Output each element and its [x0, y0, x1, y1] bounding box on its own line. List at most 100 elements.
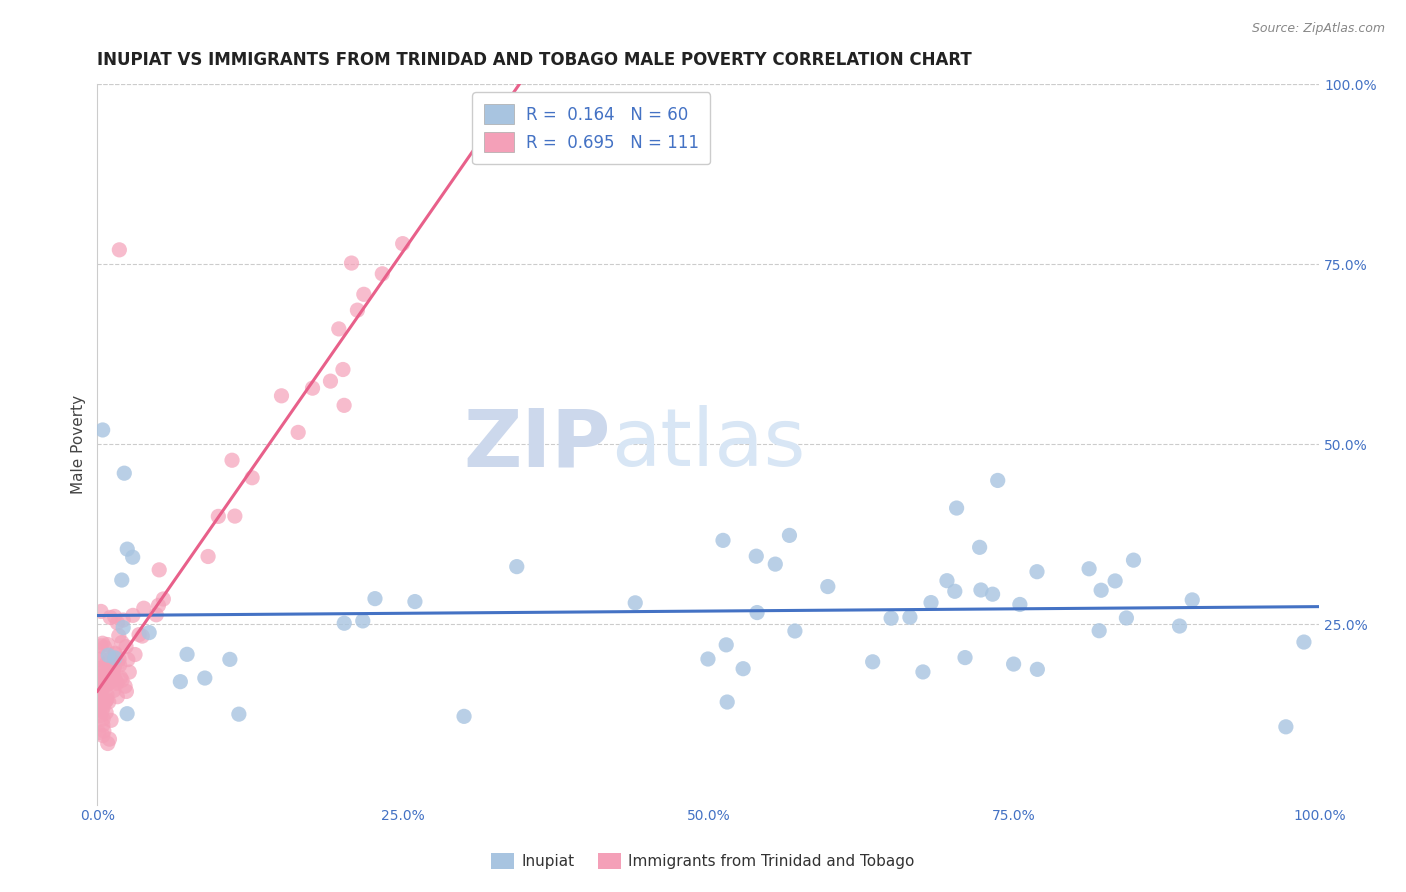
Point — [733, 662, 755, 676]
Point — [105, 615, 128, 630]
Point — [936, 574, 959, 588]
Point — [94, 675, 117, 690]
Point — [945, 501, 967, 516]
Point — [90, 698, 112, 712]
Point — [94, 694, 117, 708]
Point — [353, 287, 375, 301]
Point — [1078, 562, 1101, 576]
Point — [783, 624, 806, 638]
Point — [89, 694, 111, 708]
Point — [91, 729, 114, 743]
Point — [104, 657, 127, 672]
Point — [97, 677, 120, 691]
Point — [100, 669, 122, 683]
Point — [340, 256, 363, 270]
Point — [108, 243, 131, 257]
Point — [333, 616, 356, 631]
Point — [100, 714, 122, 728]
Point — [89, 661, 111, 675]
Point — [105, 657, 128, 671]
Point — [101, 673, 124, 688]
Point — [105, 690, 128, 704]
Point — [1115, 611, 1137, 625]
Point — [91, 712, 114, 726]
Point — [89, 667, 111, 681]
Point — [103, 661, 125, 675]
Point — [96, 688, 118, 702]
Y-axis label: Male Poverty: Male Poverty — [72, 395, 86, 494]
Point — [94, 694, 117, 708]
Point — [763, 557, 786, 571]
Point — [89, 708, 111, 723]
Point — [1008, 598, 1031, 612]
Point — [1026, 662, 1049, 676]
Point — [1292, 635, 1315, 649]
Point — [98, 610, 121, 624]
Point — [89, 695, 111, 709]
Point — [91, 636, 114, 650]
Point — [111, 573, 134, 587]
Point — [1090, 583, 1112, 598]
Point — [391, 236, 413, 251]
Point — [880, 611, 903, 625]
Point — [97, 665, 120, 679]
Point — [87, 687, 110, 701]
Point — [138, 625, 160, 640]
Point — [90, 651, 112, 665]
Point — [103, 683, 125, 698]
Point — [197, 549, 219, 564]
Point — [89, 684, 111, 698]
Point — [112, 613, 135, 627]
Point — [1181, 593, 1204, 607]
Point — [87, 674, 110, 689]
Point — [86, 681, 108, 696]
Legend: R =  0.164   N = 60, R =  0.695   N = 111: R = 0.164 N = 60, R = 0.695 N = 111 — [472, 93, 710, 164]
Point — [104, 651, 127, 665]
Point — [319, 374, 342, 388]
Point — [87, 701, 110, 715]
Point — [87, 725, 110, 739]
Point — [93, 640, 115, 654]
Point — [89, 670, 111, 684]
Point — [911, 665, 934, 679]
Point — [89, 685, 111, 699]
Point — [862, 655, 884, 669]
Point — [86, 652, 108, 666]
Point — [364, 591, 387, 606]
Point — [96, 657, 118, 671]
Point — [228, 707, 250, 722]
Point — [145, 607, 167, 622]
Point — [970, 582, 993, 597]
Point — [114, 679, 136, 693]
Text: INUPIAT VS IMMIGRANTS FROM TRINIDAD AND TOBAGO MALE POVERTY CORRELATION CHART: INUPIAT VS IMMIGRANTS FROM TRINIDAD AND … — [97, 51, 972, 69]
Point — [93, 665, 115, 679]
Point — [953, 650, 976, 665]
Point — [207, 509, 229, 524]
Point — [981, 587, 1004, 601]
Point — [969, 541, 991, 555]
Point — [90, 639, 112, 653]
Point — [91, 423, 114, 437]
Point — [86, 673, 108, 688]
Point — [111, 635, 134, 649]
Point — [221, 453, 243, 467]
Point — [111, 673, 134, 688]
Point — [697, 652, 720, 666]
Point — [94, 706, 117, 720]
Point — [90, 682, 112, 697]
Point — [124, 648, 146, 662]
Point — [97, 638, 120, 652]
Point — [104, 675, 127, 690]
Point — [1104, 574, 1126, 588]
Point — [104, 647, 127, 661]
Point — [194, 671, 217, 685]
Point — [148, 563, 170, 577]
Point — [987, 474, 1010, 488]
Point — [110, 671, 132, 685]
Point — [91, 705, 114, 719]
Point — [108, 652, 131, 666]
Point — [108, 658, 131, 673]
Point — [152, 592, 174, 607]
Point — [301, 381, 323, 395]
Point — [104, 646, 127, 660]
